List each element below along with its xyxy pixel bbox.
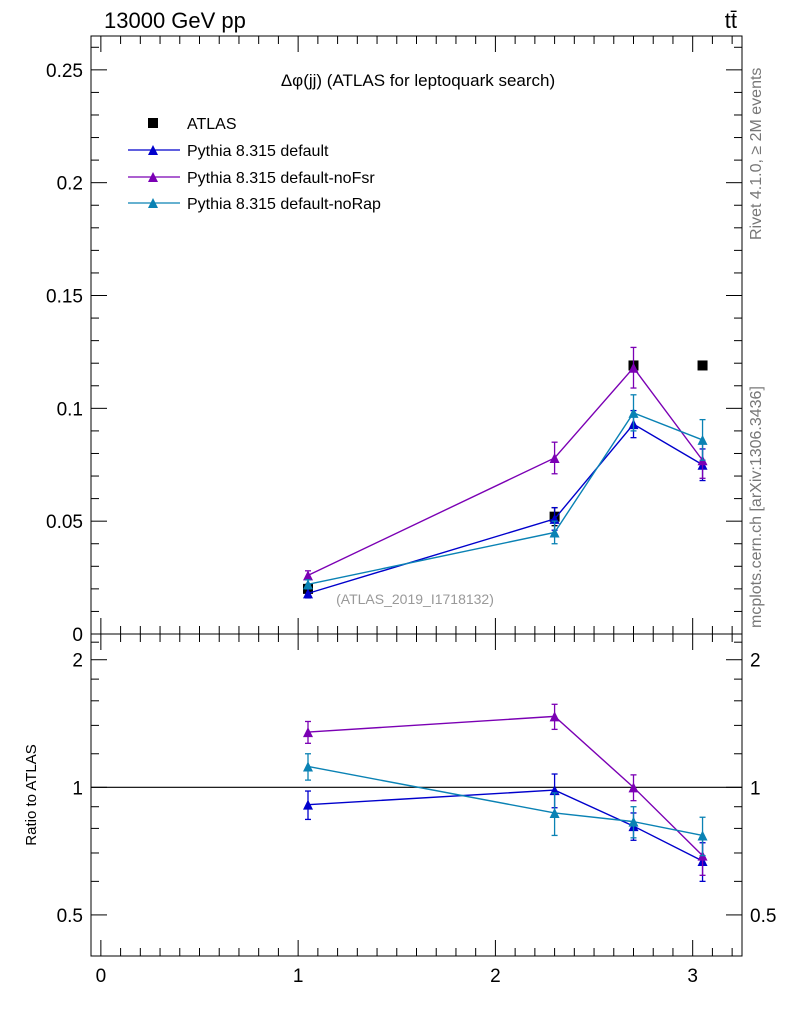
ratio-axis-ticks <box>91 634 742 957</box>
data-point <box>303 579 313 590</box>
ratio-data-point <box>549 711 560 722</box>
legend-label-atlas: ATLAS <box>187 116 237 133</box>
legend: ATLAS Pythia 8.315 default Pythia 8.315 … <box>128 116 381 213</box>
mcplots-label: mcplots.cern.ch [arXiv:1306.3436] <box>748 386 765 628</box>
legend-marker-default <box>148 145 158 155</box>
ratio-series-line <box>307 715 704 857</box>
header-left: 13000 GeV pp <box>104 8 246 33</box>
ratio-data-point <box>628 816 639 827</box>
data-point <box>549 452 560 463</box>
data-point <box>303 570 313 581</box>
rivet-label: Rivet 4.1.0, ≥ 2M events <box>748 68 765 240</box>
ratio-series-0 <box>303 773 708 883</box>
header-right: tt̄ <box>725 8 737 33</box>
ratio-series-line <box>307 789 703 862</box>
ratio-data-point <box>303 761 313 772</box>
series-0 <box>303 360 708 595</box>
ratio-y-tick-label-right: 2 <box>750 651 761 672</box>
data-point <box>628 362 639 373</box>
series-1 <box>303 409 708 599</box>
ratio-data <box>303 703 708 883</box>
ratio-y-tick-label-right: 1 <box>750 778 761 799</box>
ratio-y-tick-label: 0.5 <box>57 906 83 927</box>
ratio-series-2 <box>303 753 708 857</box>
main-y-tick-label: 0.2 <box>57 174 83 195</box>
main-y-tick-label: 0 <box>72 625 83 646</box>
series-line <box>307 411 703 586</box>
main-y-tick-labels: 0 0.05 0.1 0.15 0.2 0.25 <box>46 61 83 646</box>
series-line <box>307 423 703 595</box>
series-2 <box>303 346 708 581</box>
main-data <box>303 346 708 599</box>
series-3 <box>303 394 708 590</box>
ratio-data-point <box>549 807 560 818</box>
data-point <box>549 527 560 538</box>
ratio-series-line <box>307 765 703 837</box>
data-point <box>303 588 313 599</box>
x-tick-label: 1 <box>293 966 304 987</box>
main-y-tick-label: 0.05 <box>46 512 83 533</box>
ratio-data-point <box>697 830 708 841</box>
legend-label-nofsr: Pythia 8.315 default-noFsr <box>187 170 375 187</box>
data-point-atlas <box>697 360 708 371</box>
series-line <box>307 366 704 576</box>
legend-label-norap: Pythia 8.315 default-noRap <box>187 196 381 213</box>
main-y-tick-label: 0.25 <box>46 61 83 82</box>
x-tick-label: 3 <box>687 966 698 987</box>
ratio-panel-frame <box>90 633 743 957</box>
watermark: (ATLAS_2019_I1718132) <box>336 591 494 607</box>
ratio-data-point <box>303 727 313 738</box>
legend-label-default: Pythia 8.315 default <box>187 143 329 160</box>
legend-marker-atlas <box>148 118 158 128</box>
ratio-data-point <box>303 799 313 810</box>
x-tick-label: 0 <box>96 966 107 987</box>
data-point <box>697 434 708 445</box>
x-tick-label: 2 <box>490 966 501 987</box>
main-y-tick-label: 0.15 <box>46 287 83 308</box>
ratio-y-tick-label-right: 0.5 <box>750 906 776 927</box>
main-axis-ticks <box>91 36 742 635</box>
main-y-tick-label: 0.1 <box>57 399 83 420</box>
ratio-y-tick-label: 1 <box>72 778 83 799</box>
legend-marker-nofsr <box>148 172 158 182</box>
ratio-y-axis-label: Ratio to ATLAS <box>23 744 40 845</box>
legend-marker-norap <box>148 198 158 208</box>
ratio-series-1 <box>303 703 708 876</box>
main-title: Δφ(jj) (ATLAS for leptoquark search) <box>281 71 555 90</box>
ratio-y-tick-label: 2 <box>72 651 83 672</box>
ratio-data-point <box>628 782 639 793</box>
ratio-tick-labels: 0.5 0.5 1 1 2 2 0 1 2 3 <box>57 651 777 987</box>
data-point <box>628 407 639 418</box>
